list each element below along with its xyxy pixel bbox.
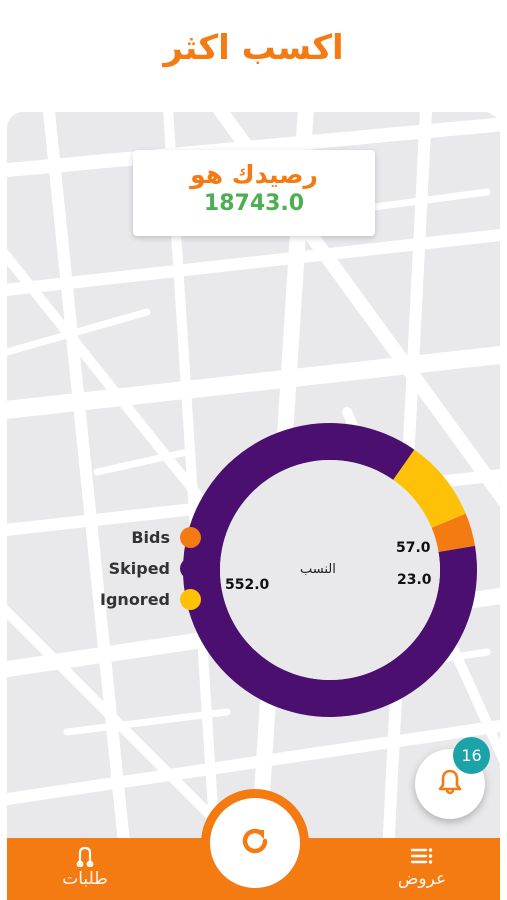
nav-offers-label: عروض [397, 869, 447, 889]
refresh-button[interactable] [210, 798, 300, 888]
chart-center-label: النسب [300, 562, 336, 577]
balance-value: 18743.0 [203, 191, 305, 216]
nav-requests[interactable]: طلبات [45, 845, 125, 889]
donut-slice-bids [431, 513, 476, 552]
page-title: اكسب اكثر [163, 28, 344, 68]
value-label-bids: 23.0 [397, 572, 432, 588]
list-icon [409, 845, 435, 867]
map-streets [7, 112, 500, 852]
balance-card: رصيدك هو 18743.0 [133, 150, 375, 236]
nav-requests-label: طلبات [62, 869, 108, 889]
nav-offers[interactable]: عروض [382, 845, 462, 889]
value-label-ignored: 57.0 [396, 540, 431, 556]
notification-count-badge: 16 [453, 737, 490, 774]
route-icon [74, 845, 96, 868]
donut-hole [220, 460, 440, 680]
donut-slice-ignored [393, 449, 466, 528]
value-label-skiped: 552.0 [225, 577, 270, 593]
bell-icon [437, 768, 463, 800]
refresh-icon [235, 821, 275, 865]
balance-label: رصيدك هو [190, 160, 318, 189]
